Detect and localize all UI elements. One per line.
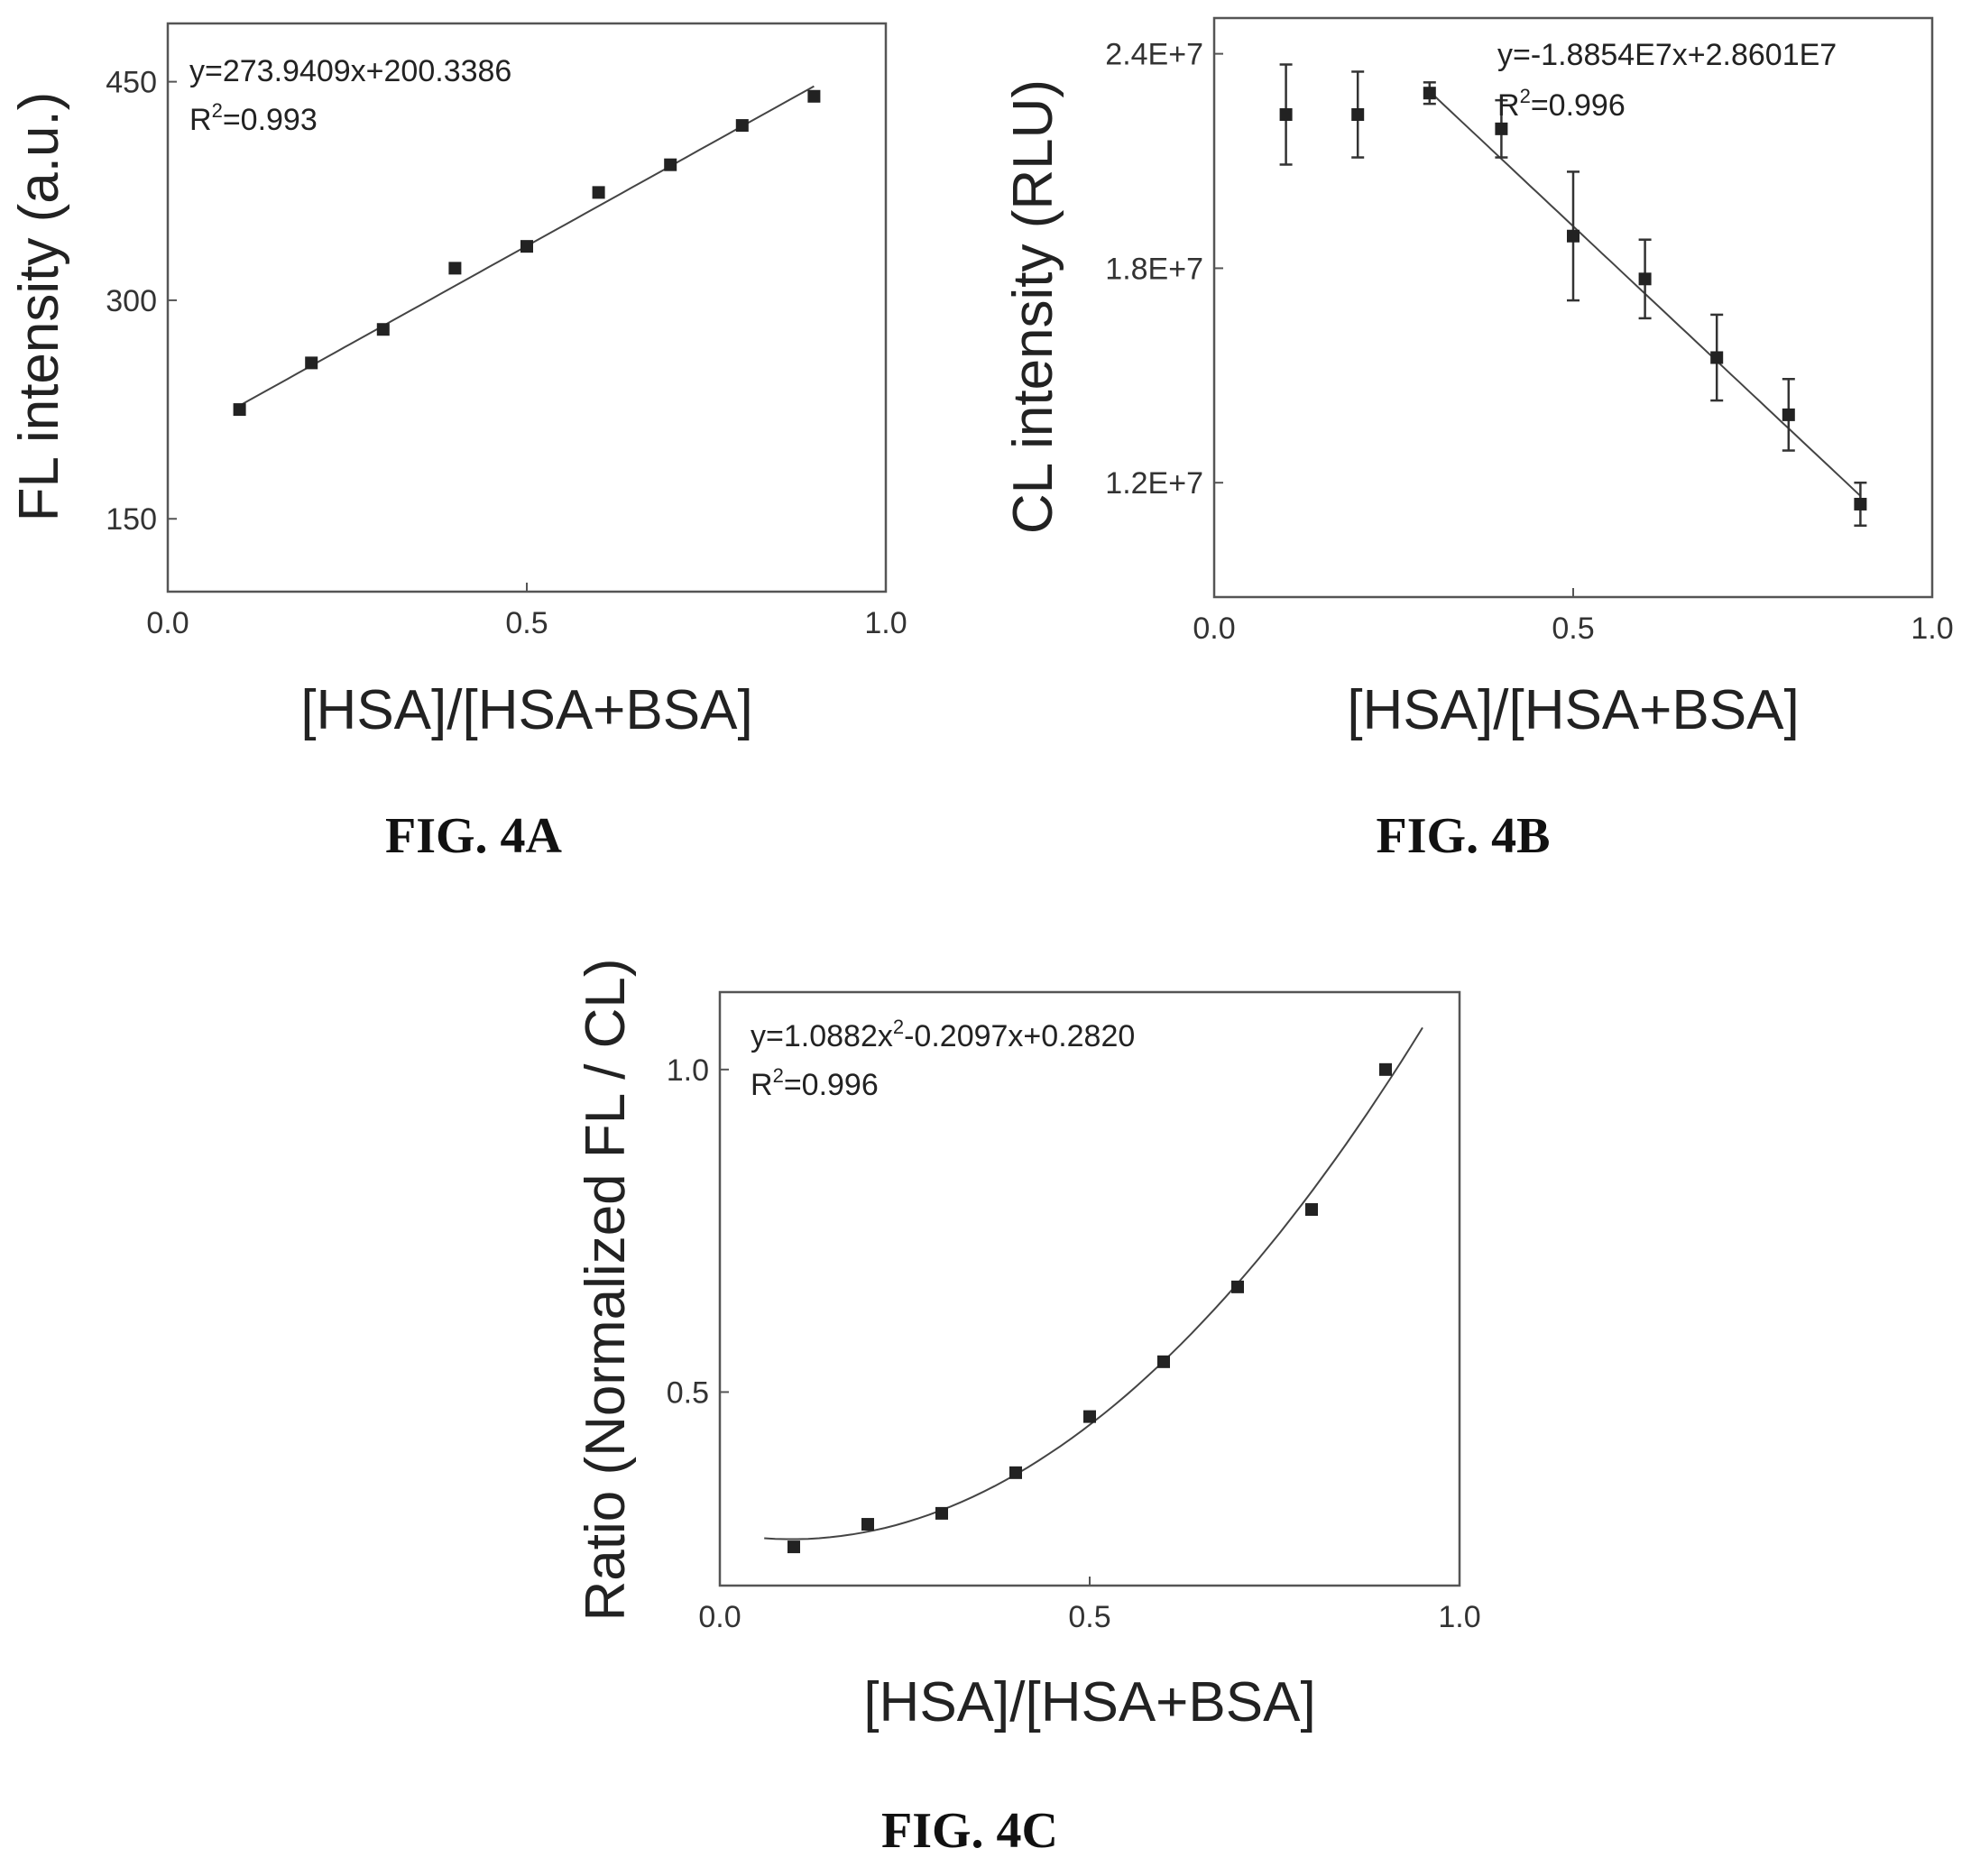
equation-part-1: y=1.0882x bbox=[751, 1019, 893, 1053]
x-tick-label: 0.5 bbox=[1068, 1600, 1110, 1634]
chart-fig-4a: 0.0 0.5 1.0 150 300 450 y=273.9409x+200.3386… bbox=[8, 22, 907, 864]
y-ticks: 0.5 1.0 bbox=[667, 1053, 729, 1410]
fit-equation: y=-1.8854E7x+2.8601E7 bbox=[1497, 38, 1837, 72]
data-point bbox=[664, 158, 677, 171]
r-squared: R2=0.996 bbox=[751, 1064, 879, 1102]
data-point bbox=[1305, 1203, 1318, 1217]
x-tick-label: 1.0 bbox=[864, 606, 907, 640]
equation-part-2: -0.2097x+0.2820 bbox=[904, 1019, 1135, 1053]
y-tick-label: 450 bbox=[106, 66, 157, 100]
figure-caption: FIG. 4C bbox=[881, 1803, 1058, 1859]
chart-fig-4b: 0.0 0.5 1.0 1.2E+7 1.8E+7 2.4E+7 y=-1.8854E7… bbox=[1002, 16, 1954, 864]
data-point bbox=[1083, 1410, 1096, 1423]
figure-caption: FIG. 4B bbox=[1377, 808, 1551, 864]
y-axis-title: FL intensity (a.u.) bbox=[8, 92, 70, 522]
data-point bbox=[861, 1518, 874, 1531]
data-point bbox=[376, 323, 390, 336]
data-point bbox=[935, 1506, 948, 1520]
r-squared-value: =0.993 bbox=[223, 103, 318, 137]
y-ticks: 150 300 450 bbox=[106, 66, 177, 537]
fit-equation: y=273.9409x+200.3386 bbox=[189, 54, 511, 88]
data-point bbox=[1495, 122, 1508, 135]
data-point bbox=[233, 403, 246, 417]
data-point bbox=[1157, 1355, 1170, 1368]
y-ticks: 1.2E+7 1.8E+7 2.4E+7 bbox=[1105, 38, 1223, 501]
r-squared-value: =0.996 bbox=[784, 1068, 879, 1102]
data-point bbox=[807, 89, 821, 103]
data-point bbox=[787, 1540, 800, 1554]
x-axis-title: [HSA]/[HSA+BSA] bbox=[1347, 679, 1799, 741]
data-point bbox=[1279, 108, 1293, 121]
x-ticks: 0.0 0.5 1.0 bbox=[698, 1577, 1481, 1634]
x-tick-label: 0.0 bbox=[1193, 612, 1235, 646]
y-tick-label: 1.2E+7 bbox=[1105, 466, 1203, 501]
x-tick-label: 1.0 bbox=[1438, 1600, 1480, 1634]
y-axis-title: Ratio (Normalized FL / CL) bbox=[575, 958, 637, 1621]
r-squared: R2=0.996 bbox=[1497, 85, 1626, 123]
x-axis-title: [HSA]/[HSA+BSA] bbox=[863, 1671, 1315, 1733]
r-squared: R2=0.993 bbox=[189, 99, 318, 137]
r-squared-sup: 2 bbox=[1520, 85, 1531, 107]
equation-exponent: 2 bbox=[893, 1016, 904, 1038]
data-point bbox=[1567, 229, 1580, 243]
data-point bbox=[1782, 408, 1795, 421]
x-tick-label: 0.0 bbox=[146, 606, 189, 640]
data-point bbox=[592, 186, 605, 199]
chart-marks bbox=[233, 85, 821, 417]
data-point bbox=[1351, 108, 1365, 121]
data-point bbox=[735, 119, 749, 133]
chart-fig-4c: 0.0 0.5 1.0 0.51.0 y=1.0882x2-0.2097x+0.28… bbox=[575, 958, 1481, 1859]
x-axis-title: [HSA]/[HSA+BSA] bbox=[300, 679, 752, 741]
y-tick-label: 150 bbox=[106, 502, 157, 537]
r-squared-label: R bbox=[1497, 88, 1520, 123]
r-squared-sup: 2 bbox=[212, 99, 223, 122]
data-point bbox=[1710, 351, 1724, 364]
chart-marks bbox=[1279, 63, 1867, 527]
y-tick-label: 1.0 bbox=[667, 1053, 709, 1088]
y-axis-title: CL intensity (RLU) bbox=[1002, 79, 1064, 534]
data-point bbox=[1854, 497, 1867, 510]
data-point bbox=[1638, 272, 1652, 286]
data-point bbox=[1423, 87, 1436, 100]
figure-caption: FIG. 4A bbox=[385, 808, 563, 864]
y-tick-label: 300 bbox=[106, 284, 157, 318]
fit-curve bbox=[764, 1026, 1423, 1540]
x-ticks: 0.0 0.5 1.0 bbox=[146, 583, 907, 640]
y-tick-label: 1.8E+7 bbox=[1105, 252, 1203, 286]
x-tick-label: 0.0 bbox=[698, 1600, 741, 1634]
data-point bbox=[1379, 1062, 1392, 1076]
y-tick-label: 2.4E+7 bbox=[1105, 38, 1203, 72]
x-tick-label: 0.5 bbox=[1552, 612, 1594, 646]
data-point bbox=[1009, 1466, 1022, 1479]
chart-marks bbox=[764, 1026, 1423, 1554]
y-tick-label: 0.5 bbox=[667, 1375, 709, 1410]
r-squared-label: R bbox=[751, 1068, 773, 1102]
r-squared-label: R bbox=[189, 103, 212, 137]
data-point bbox=[448, 262, 462, 275]
data-point bbox=[1231, 1280, 1244, 1293]
x-tick-label: 0.5 bbox=[505, 606, 548, 640]
data-point bbox=[305, 356, 318, 370]
x-ticks: 0.0 0.5 1.0 bbox=[1193, 588, 1954, 646]
x-tick-label: 1.0 bbox=[1911, 612, 1953, 646]
r-squared-sup: 2 bbox=[773, 1064, 784, 1087]
data-point bbox=[520, 240, 533, 253]
r-squared-value: =0.996 bbox=[1531, 88, 1626, 123]
fit-equation: y=1.0882x2-0.2097x+0.2820 bbox=[751, 1016, 1135, 1053]
